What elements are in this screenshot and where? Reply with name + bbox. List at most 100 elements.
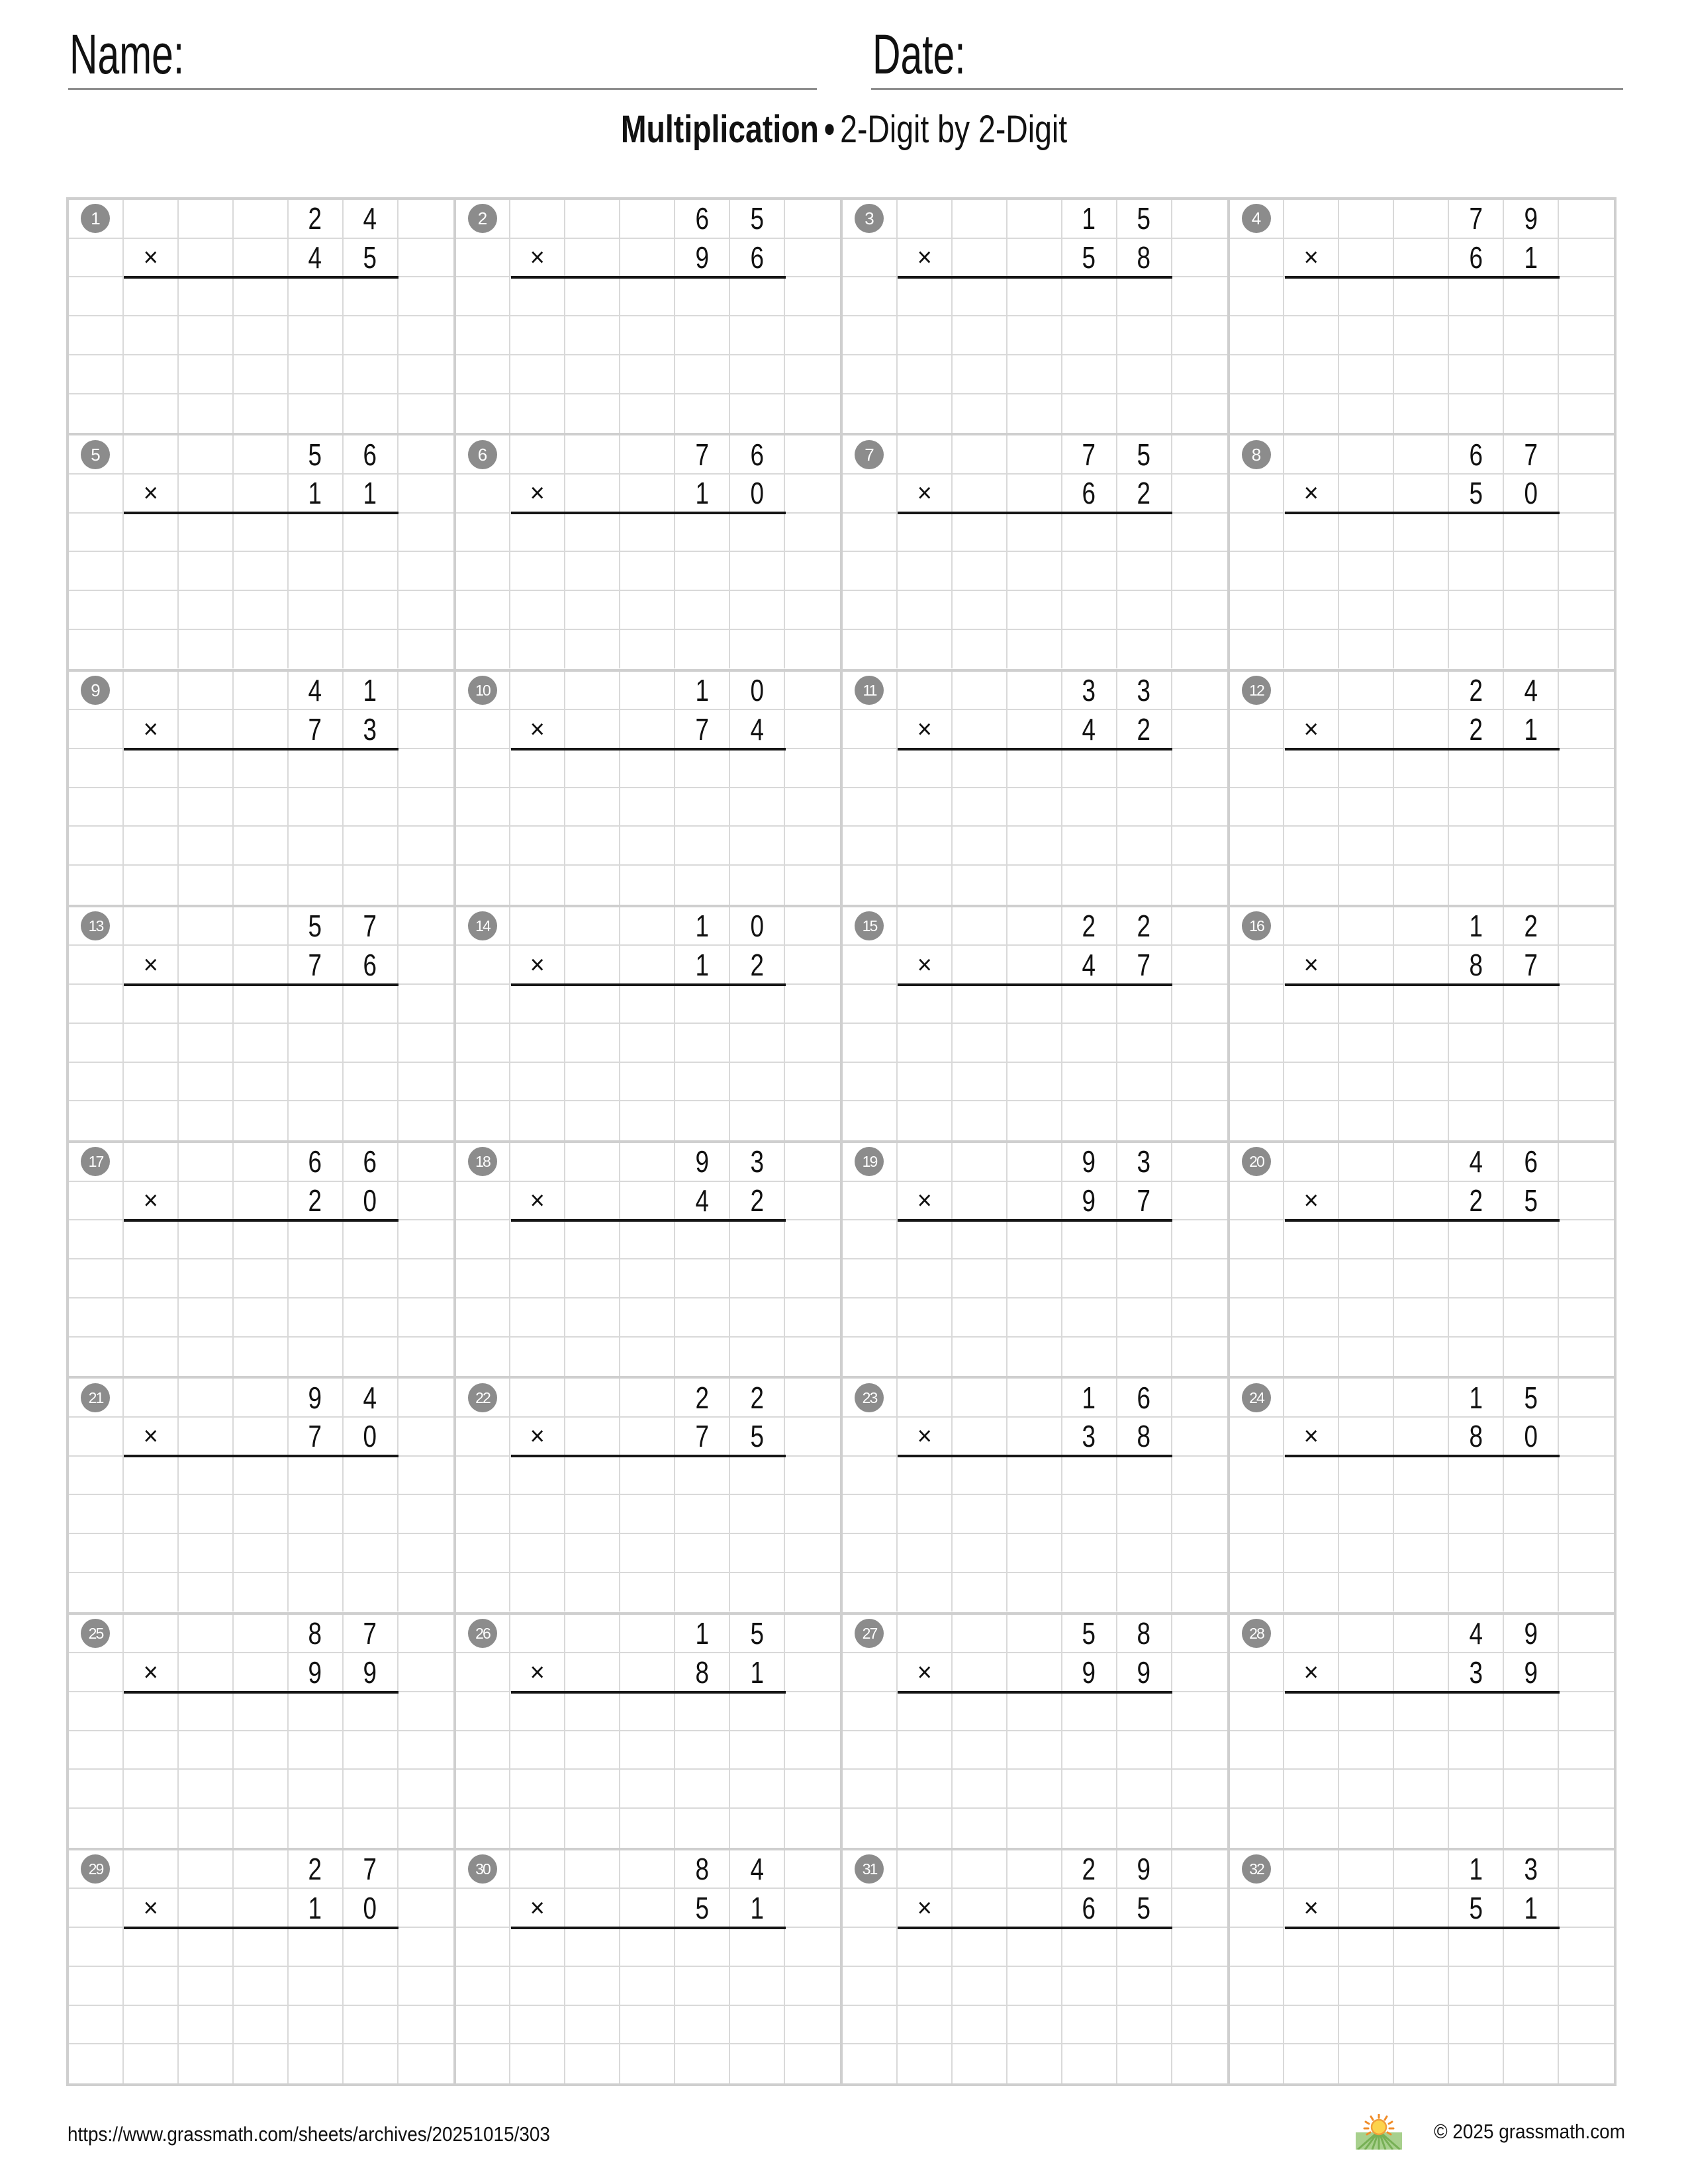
multiplier-digit: 9	[1082, 1183, 1096, 1218]
work-cell	[1284, 866, 1340, 905]
work-cell	[1559, 946, 1614, 985]
work-cell	[456, 1337, 511, 1377]
problem-number-badge: 28	[1241, 1618, 1271, 1648]
multiplier-digit-cell: 1	[288, 474, 344, 514]
work-cell	[675, 2044, 731, 2083]
multiplicand-digit-cell: 9	[288, 1379, 344, 1418]
problem-number-badge: 7	[855, 439, 884, 469]
work-cell	[343, 1495, 399, 1535]
work-cell	[1449, 788, 1505, 827]
work-cell	[1394, 827, 1450, 866]
multiplier-digit-cell: 7	[1117, 1181, 1172, 1221]
work-cell	[785, 1182, 840, 1221]
problem-number-badge: 8	[1241, 439, 1271, 469]
work-cell	[620, 474, 676, 514]
work-cell	[1062, 866, 1117, 905]
work-cell	[178, 1220, 234, 1260]
work-cell	[288, 749, 344, 788]
work-cell	[1394, 1614, 1450, 1654]
work-cell	[234, 866, 289, 905]
work-cell	[620, 1889, 676, 1929]
problem-number-badge: 31	[855, 1854, 884, 1884]
multiplier-digit-cell: 8	[1449, 946, 1505, 985]
work-cell	[620, 435, 676, 475]
work-cell	[898, 2044, 953, 2083]
work-cell	[1504, 1809, 1560, 1848]
problem-number-badge: 26	[467, 1618, 497, 1648]
multiplier-digit-cell: 0	[343, 1417, 399, 1457]
work-cell	[1117, 629, 1172, 669]
work-cell	[233, 1495, 289, 1535]
multiplicand-digit: 4	[1469, 1144, 1483, 1179]
work-cell	[1172, 1928, 1227, 1967]
work-cell	[785, 475, 840, 514]
work-cell	[565, 1534, 621, 1573]
work-cell	[675, 1495, 731, 1535]
problem-number-badge: 1	[81, 204, 111, 234]
multiplier-digit-cell: 5	[1117, 1889, 1172, 1929]
work-cell	[1504, 1062, 1560, 1102]
multiplicand-digit-cell: 2	[675, 1379, 731, 1418]
work-cell	[1559, 1692, 1614, 1731]
work-cell	[1062, 2044, 1117, 2083]
work-cell	[399, 1809, 453, 1848]
work-cell	[1229, 1731, 1285, 1770]
multiplicand-digit-cell: 7	[1504, 435, 1560, 475]
work-cell	[785, 1770, 840, 1809]
multiplier-digit-cell: 0	[343, 1889, 399, 1929]
badge-cell: 13	[69, 907, 124, 946]
work-cell	[1062, 1220, 1117, 1260]
work-cell	[1172, 866, 1227, 905]
work-cell	[123, 671, 179, 711]
multiply-sign-cell: ×	[510, 946, 566, 985]
multiplier-digit: 9	[1137, 1655, 1151, 1690]
work-cell	[1172, 2044, 1227, 2083]
multiplicand-digit: 2	[750, 1380, 764, 1415]
problem-block-4: 4 7 9 × 6 1	[1228, 199, 1615, 435]
work-cell	[1504, 1770, 1560, 1809]
multiplicand-digit: 6	[695, 201, 709, 236]
work-cell	[1117, 591, 1172, 630]
work-cell	[565, 946, 621, 985]
work-cell	[233, 277, 289, 317]
multiplicand-digit-cell: 7	[343, 1614, 399, 1654]
badge-cell: 28	[1229, 1614, 1285, 1654]
problem-number-badge: 4	[1241, 204, 1271, 234]
work-cell	[620, 1495, 676, 1535]
multiply-icon: ×	[143, 478, 158, 508]
work-cell	[785, 1534, 840, 1573]
multiply-sign-cell: ×	[123, 946, 179, 985]
work-cell	[1504, 629, 1560, 669]
multiplicand-digit: 6	[1524, 1144, 1538, 1179]
work-cell	[178, 1379, 234, 1418]
work-cell	[730, 827, 786, 866]
problem-block-17: 17 6 6 × 2 0	[68, 1142, 455, 1378]
multiplier-digit: 7	[1137, 947, 1151, 982]
work-cell	[1230, 394, 1285, 433]
work-cell	[1062, 552, 1117, 592]
multiplier-digit-cell: 2	[1117, 474, 1172, 514]
work-cell	[1339, 1220, 1395, 1260]
work-cell	[69, 1298, 124, 1338]
work-cell	[843, 394, 898, 433]
work-cell	[620, 355, 676, 394]
problem-number-badge: 25	[81, 1618, 111, 1648]
work-cell	[455, 985, 511, 1024]
multiplier-digit: 2	[1469, 711, 1483, 747]
work-cell	[288, 788, 344, 827]
multiplier-digit-cell: 6	[1062, 1889, 1117, 1929]
work-cell	[1284, 200, 1340, 239]
multiplicand-digit: 7	[695, 437, 709, 472]
work-cell	[730, 1062, 786, 1102]
work-cell	[178, 1181, 234, 1221]
multiplicand-digit: 1	[363, 672, 377, 707]
multiply-sign-cell: ×	[897, 1417, 953, 1457]
work-cell	[730, 316, 786, 355]
work-cell	[897, 1850, 953, 1889]
work-cell	[288, 2005, 344, 2045]
work-cell	[1008, 866, 1062, 905]
work-cell	[730, 394, 786, 433]
multiply-icon: ×	[143, 1422, 158, 1451]
work-cell	[1559, 316, 1614, 355]
work-cell	[123, 277, 179, 317]
